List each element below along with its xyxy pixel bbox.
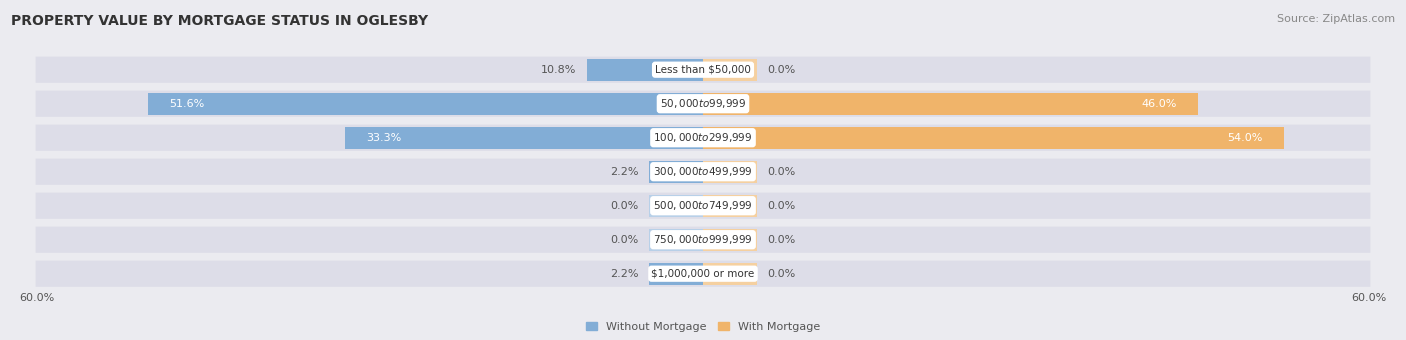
Text: 0.0%: 0.0% <box>768 235 796 245</box>
Text: 54.0%: 54.0% <box>1227 133 1263 143</box>
Text: $50,000 to $99,999: $50,000 to $99,999 <box>659 97 747 110</box>
Text: $750,000 to $999,999: $750,000 to $999,999 <box>654 233 752 246</box>
Bar <box>344 126 703 149</box>
FancyBboxPatch shape <box>35 158 1371 185</box>
Text: $500,000 to $749,999: $500,000 to $749,999 <box>654 199 752 212</box>
Bar <box>703 126 1284 149</box>
Bar <box>650 262 703 285</box>
Text: 33.3%: 33.3% <box>366 133 401 143</box>
Bar <box>703 58 756 81</box>
Bar <box>650 161 703 183</box>
Text: PROPERTY VALUE BY MORTGAGE STATUS IN OGLESBY: PROPERTY VALUE BY MORTGAGE STATUS IN OGL… <box>11 14 429 28</box>
Text: Less than $50,000: Less than $50,000 <box>655 65 751 75</box>
Bar <box>703 161 756 183</box>
FancyBboxPatch shape <box>35 260 1371 287</box>
FancyBboxPatch shape <box>35 226 1371 253</box>
FancyBboxPatch shape <box>35 57 1371 83</box>
Bar <box>703 194 756 217</box>
Text: 60.0%: 60.0% <box>20 293 55 303</box>
Text: 46.0%: 46.0% <box>1142 99 1177 109</box>
Text: 10.8%: 10.8% <box>540 65 576 75</box>
Text: 51.6%: 51.6% <box>169 99 204 109</box>
Text: 2.2%: 2.2% <box>610 269 638 279</box>
Bar <box>703 262 756 285</box>
Text: 0.0%: 0.0% <box>768 167 796 177</box>
FancyBboxPatch shape <box>35 125 1371 151</box>
FancyBboxPatch shape <box>35 192 1371 219</box>
Legend: Without Mortgage, With Mortgage: Without Mortgage, With Mortgage <box>586 322 820 332</box>
Text: $300,000 to $499,999: $300,000 to $499,999 <box>654 165 752 178</box>
Bar <box>703 92 1198 115</box>
Text: $100,000 to $299,999: $100,000 to $299,999 <box>654 131 752 144</box>
Text: 0.0%: 0.0% <box>768 201 796 211</box>
Text: $1,000,000 or more: $1,000,000 or more <box>651 269 755 279</box>
Text: 0.0%: 0.0% <box>610 201 638 211</box>
Bar <box>586 58 703 81</box>
Text: 2.2%: 2.2% <box>610 167 638 177</box>
Bar <box>650 229 703 251</box>
Bar <box>650 194 703 217</box>
Bar <box>703 229 756 251</box>
Text: 0.0%: 0.0% <box>610 235 638 245</box>
Text: 60.0%: 60.0% <box>1351 293 1386 303</box>
Bar <box>148 92 703 115</box>
FancyBboxPatch shape <box>35 91 1371 117</box>
Text: Source: ZipAtlas.com: Source: ZipAtlas.com <box>1277 14 1395 23</box>
Text: 0.0%: 0.0% <box>768 65 796 75</box>
Text: 0.0%: 0.0% <box>768 269 796 279</box>
